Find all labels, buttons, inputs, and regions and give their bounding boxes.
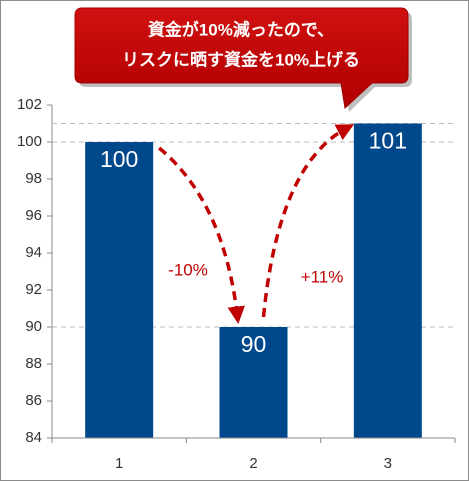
x-tick-label: 3: [384, 455, 392, 472]
bar: [85, 142, 154, 438]
y-tick-label: 88: [25, 355, 42, 372]
arrow: [261, 124, 355, 318]
arrow: [158, 146, 245, 324]
y-tick-label: 84: [25, 429, 42, 446]
x-tick-label: 1: [115, 455, 123, 472]
callout: [74, 7, 409, 110]
callout-text: 資金が10%減ったので、: [148, 19, 334, 39]
annotation: +11%: [301, 267, 344, 286]
y-tick-label: 100: [17, 133, 42, 150]
value-label: 100: [100, 146, 138, 172]
y-tick-label: 90: [25, 318, 42, 335]
y-tick-label: 92: [25, 281, 42, 298]
bar: [219, 327, 288, 438]
y-tick-label: 102: [17, 96, 42, 113]
y-tick-label: 86: [25, 392, 42, 409]
x-tick-label: 2: [249, 455, 257, 472]
callout-text: リスクに晒す資金を10%上げる: [122, 49, 360, 69]
annotation: -10%: [168, 260, 208, 279]
bar: [353, 123, 422, 438]
value-label: 90: [241, 331, 267, 357]
value-label: 101: [369, 128, 407, 154]
y-tick-label: 94: [25, 244, 42, 261]
y-tick-label: 96: [25, 207, 42, 224]
y-tick-label: 98: [25, 170, 42, 187]
